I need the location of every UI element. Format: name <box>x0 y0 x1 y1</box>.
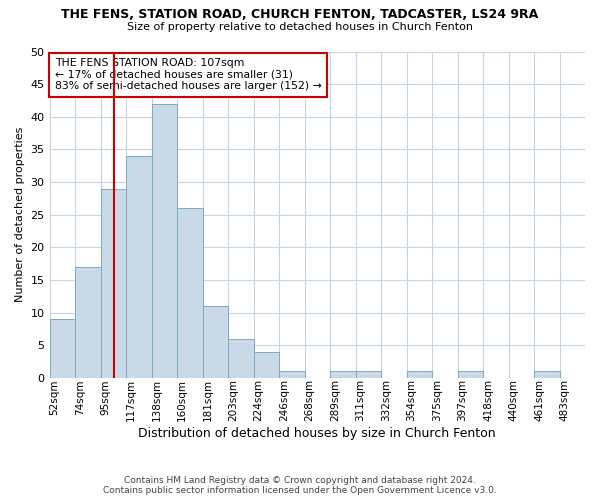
Bar <box>458 372 483 378</box>
Bar <box>203 306 228 378</box>
Bar <box>50 319 75 378</box>
Text: Size of property relative to detached houses in Church Fenton: Size of property relative to detached ho… <box>127 22 473 32</box>
Bar <box>75 267 101 378</box>
Bar <box>279 372 305 378</box>
X-axis label: Distribution of detached houses by size in Church Fenton: Distribution of detached houses by size … <box>139 427 496 440</box>
Text: THE FENS, STATION ROAD, CHURCH FENTON, TADCASTER, LS24 9RA: THE FENS, STATION ROAD, CHURCH FENTON, T… <box>61 8 539 20</box>
Bar <box>330 372 356 378</box>
Text: THE FENS STATION ROAD: 107sqm
← 17% of detached houses are smaller (31)
83% of s: THE FENS STATION ROAD: 107sqm ← 17% of d… <box>55 58 322 91</box>
Bar <box>356 372 381 378</box>
Bar <box>407 372 432 378</box>
Bar <box>177 208 203 378</box>
Bar <box>126 156 152 378</box>
Bar <box>534 372 560 378</box>
Bar <box>152 104 177 378</box>
Text: Contains HM Land Registry data © Crown copyright and database right 2024.
Contai: Contains HM Land Registry data © Crown c… <box>103 476 497 495</box>
Bar <box>228 339 254 378</box>
Bar <box>101 188 126 378</box>
Y-axis label: Number of detached properties: Number of detached properties <box>15 127 25 302</box>
Bar <box>254 352 279 378</box>
